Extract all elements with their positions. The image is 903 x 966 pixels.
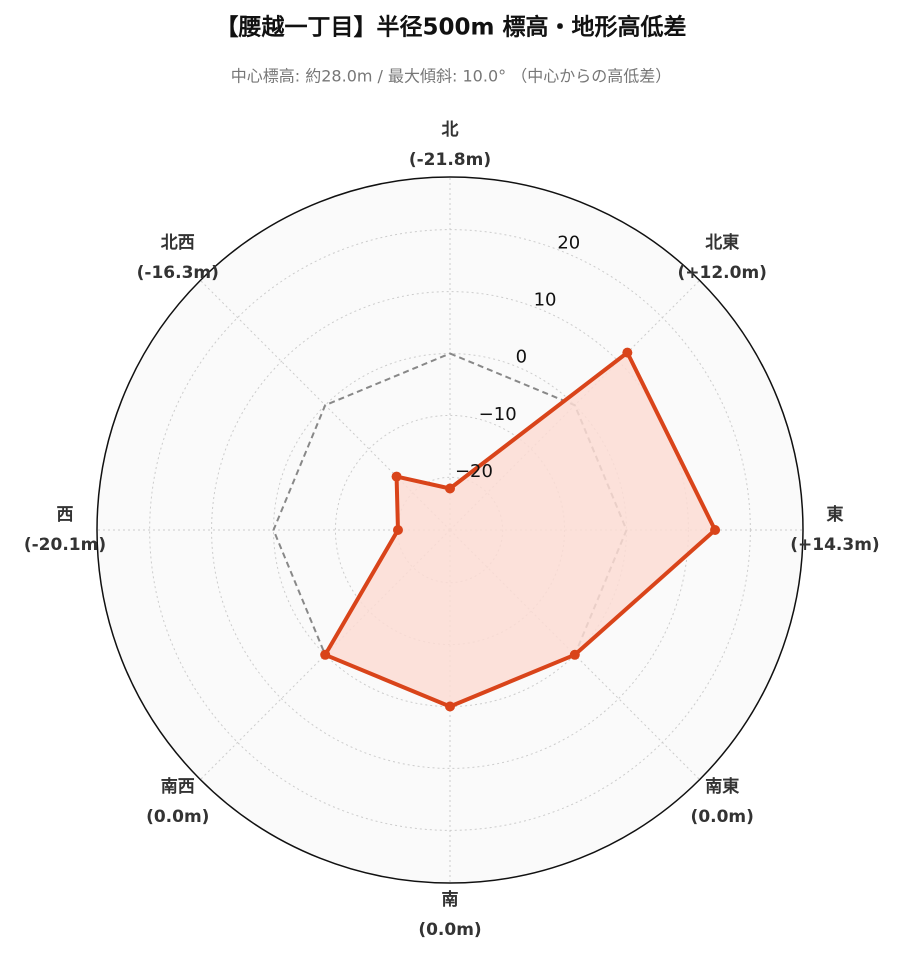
chart-title: 【腰越一丁目】半径500m 標高・地形高低差 <box>216 14 687 41</box>
value-label: (0.0m) <box>691 807 754 827</box>
data-point <box>569 649 580 660</box>
r-tick-label: −10 <box>479 404 517 425</box>
value-label: (0.0m) <box>418 920 481 940</box>
r-tick-label: 0 <box>516 347 527 368</box>
data-point <box>622 347 633 358</box>
data-point <box>710 525 721 535</box>
category-label: 東 <box>827 504 844 525</box>
data-point <box>445 701 455 712</box>
value-label: (+14.3m) <box>790 535 879 555</box>
category-label: 北西 <box>161 233 195 253</box>
polar-frame <box>96 176 804 884</box>
chart-subtitle: 中心標高: 約28.0m / 最大傾斜: 10.0° （中心からの高低差） <box>231 67 671 86</box>
r-tick-label: 10 <box>534 289 557 310</box>
category-label: 南 <box>442 889 459 910</box>
category-label: 北 <box>442 120 459 140</box>
data-point <box>392 525 403 535</box>
value-label: (+12.0m) <box>678 263 767 283</box>
category-label: 南東 <box>705 776 739 797</box>
data-point <box>391 471 402 482</box>
category-label: 北東 <box>705 232 739 253</box>
data-point <box>320 649 331 660</box>
r-tick-label: −20 <box>455 461 493 482</box>
value-label: (-16.3m) <box>137 263 219 283</box>
value-label: (-20.1m) <box>24 535 106 555</box>
category-label: 南西 <box>161 776 195 797</box>
value-label: (0.0m) <box>146 807 209 827</box>
r-tick-label: 20 <box>557 232 580 253</box>
category-label: 西 <box>57 505 74 525</box>
value-label: (-21.8m) <box>409 150 491 170</box>
data-point <box>445 483 455 494</box>
